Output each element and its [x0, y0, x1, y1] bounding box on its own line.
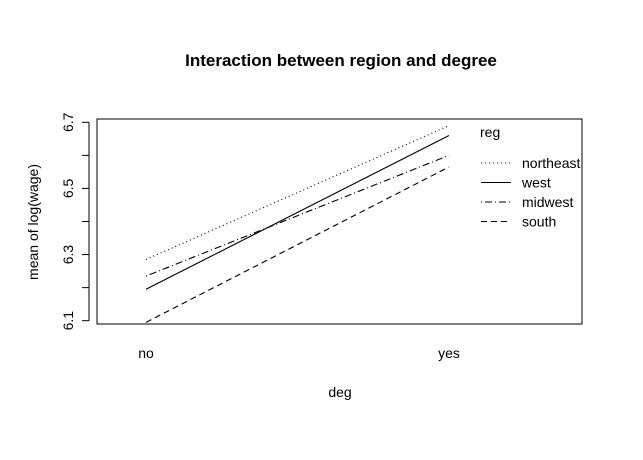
- x-tick-label: no: [138, 345, 154, 361]
- y-axis-label: mean of log(wage): [25, 164, 41, 280]
- series-lines: [145, 125, 450, 323]
- y-tick-label: 6.5: [60, 178, 76, 198]
- legend: reg northeast west midwest south: [480, 124, 580, 230]
- y-tick-label: 6.3: [60, 245, 76, 265]
- y-axis: 6.1 6.3 6.5 6.7: [60, 112, 90, 331]
- legend-label-west: west: [521, 175, 551, 191]
- legend-label-northeast: northeast: [522, 155, 580, 171]
- x-tick-label: yes: [438, 345, 460, 361]
- legend-title: reg: [480, 124, 500, 140]
- legend-label-midwest: midwest: [522, 194, 573, 210]
- x-axis: no yes: [138, 345, 460, 361]
- series-line-midwest: [145, 154, 450, 277]
- series-line-west: [145, 135, 450, 290]
- legend-label-south: south: [522, 214, 556, 230]
- chart-title: Interaction between region and degree: [185, 51, 497, 70]
- y-tick-label: 6.1: [60, 311, 76, 331]
- plot-frame: [96, 118, 583, 325]
- series-line-northeast: [145, 125, 450, 261]
- y-tick-label: 6.7: [60, 112, 76, 132]
- series-line-south: [145, 166, 450, 323]
- x-axis-label: deg: [328, 384, 351, 400]
